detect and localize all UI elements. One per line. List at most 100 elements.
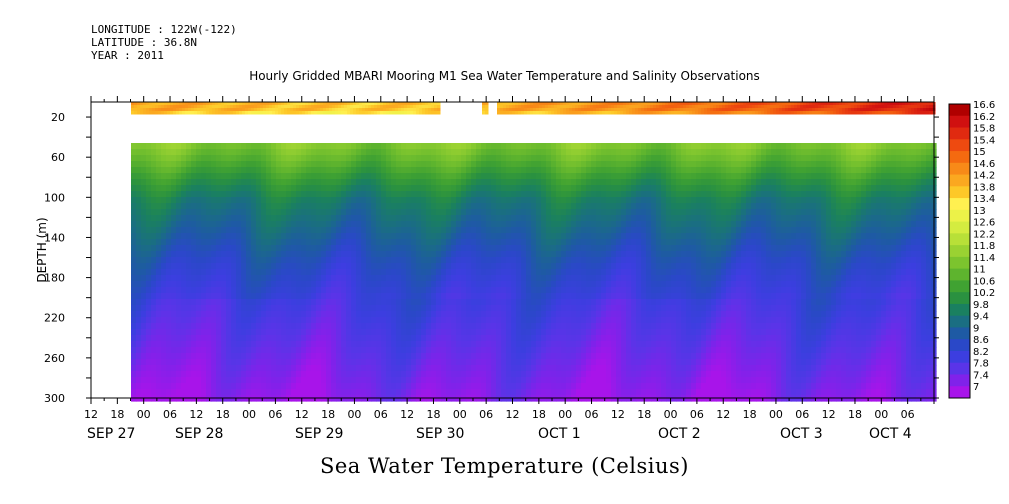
heatmap-cell (681, 377, 687, 384)
heatmap-cell (636, 263, 642, 270)
heatmap-cell (146, 287, 152, 294)
heatmap-cell (661, 389, 667, 396)
heatmap-cell (466, 329, 472, 336)
heatmap-cell (371, 191, 377, 198)
heatmap-cell (431, 311, 437, 318)
heatmap-cell (466, 257, 472, 264)
longitude-label: LONGITUDE : 122W(-122) (91, 23, 237, 36)
heatmap-cell (356, 383, 362, 390)
heatmap-cell (611, 353, 617, 360)
heatmap-cell (441, 233, 447, 240)
heatmap-cell (421, 239, 427, 246)
heatmap-cell (621, 371, 627, 378)
heatmap-cell (556, 185, 562, 192)
heatmap-cell (361, 185, 367, 192)
heatmap-cell (456, 341, 462, 348)
heatmap-cell (601, 197, 607, 204)
heatmap-cell (146, 149, 152, 156)
heatmap-cell (276, 323, 282, 330)
heatmap-cell (426, 269, 432, 276)
heatmap-cell (296, 185, 302, 192)
heatmap-cell (471, 353, 477, 360)
heatmap-cell (201, 209, 207, 216)
heatmap-cell (701, 149, 707, 156)
heatmap-cell (241, 191, 247, 198)
heatmap-cell (506, 173, 512, 180)
heatmap-cell (236, 149, 242, 156)
heatmap-cell (516, 197, 522, 204)
heatmap-cell (536, 221, 542, 228)
heatmap-cell (601, 317, 607, 324)
heatmap-cell (581, 287, 587, 294)
heatmap-cell (476, 197, 482, 204)
heatmap-cell (586, 317, 592, 324)
heatmap-cell (276, 281, 282, 288)
heatmap-cell (486, 293, 492, 300)
heatmap-cell (476, 215, 482, 222)
heatmap-cell (316, 215, 322, 222)
heatmap-cell (586, 323, 592, 330)
heatmap-cell (561, 179, 567, 186)
heatmap-cell (226, 335, 232, 342)
heatmap-cell (271, 149, 277, 156)
heatmap-cell (426, 143, 432, 150)
heatmap-cell (426, 227, 432, 234)
heatmap-cell (411, 143, 417, 150)
heatmap-cell (686, 167, 692, 174)
heatmap-cell (416, 209, 422, 216)
heatmap-cell (426, 191, 432, 198)
heatmap-cell (586, 179, 592, 186)
heatmap-cell (331, 293, 337, 300)
heatmap-cell (416, 233, 422, 240)
heatmap-cell (666, 203, 672, 210)
heatmap-cell (471, 281, 477, 288)
heatmap-cell (691, 221, 697, 228)
heatmap-cell (286, 161, 292, 168)
heatmap-cell (656, 215, 662, 222)
heatmap-cell (301, 215, 307, 222)
heatmap-cell (331, 233, 337, 240)
heatmap-cell (231, 239, 237, 246)
heatmap-cell (516, 239, 522, 246)
heatmap-cell (341, 209, 347, 216)
heatmap-cell (491, 377, 497, 384)
heatmap-cell (131, 185, 137, 192)
heatmap-cell (561, 251, 567, 258)
heatmap-cell (531, 173, 537, 180)
heatmap-cell (146, 167, 152, 174)
heatmap-cell (616, 359, 622, 366)
heatmap-cell (511, 293, 517, 300)
heatmap-cell (271, 389, 277, 396)
heatmap-cell (156, 155, 162, 162)
heatmap-cell (646, 239, 652, 246)
heatmap-cell (156, 233, 162, 240)
heatmap-cell (456, 167, 462, 174)
heatmap-cell (536, 371, 542, 378)
heatmap-cell (426, 245, 432, 252)
heatmap-cell (381, 143, 387, 150)
latitude-label: LATITUDE : 36.8N (91, 36, 197, 49)
heatmap-cell (666, 227, 672, 234)
heatmap-cell (706, 347, 712, 354)
heatmap-cell (546, 305, 552, 312)
heatmap-cell (336, 317, 342, 324)
heatmap-cell (641, 323, 647, 330)
heatmap-cell (481, 269, 487, 276)
heatmap-cell (521, 371, 527, 378)
heatmap-cell (256, 281, 262, 288)
heatmap-cell (136, 377, 142, 384)
heatmap-cell (286, 365, 292, 372)
heatmap-cell (361, 377, 367, 384)
heatmap-cell (491, 251, 497, 258)
heatmap-cell (176, 383, 182, 390)
heatmap-cell (621, 341, 627, 348)
heatmap-cell (501, 149, 507, 156)
heatmap-cell (366, 335, 372, 342)
heatmap-cell (611, 167, 617, 174)
heatmap-cell (466, 311, 472, 318)
heatmap-cell (221, 335, 227, 342)
heatmap-cell (481, 293, 487, 300)
heatmap-cell (571, 305, 577, 312)
heatmap-cell (531, 329, 537, 336)
heatmap-cell (216, 311, 222, 318)
